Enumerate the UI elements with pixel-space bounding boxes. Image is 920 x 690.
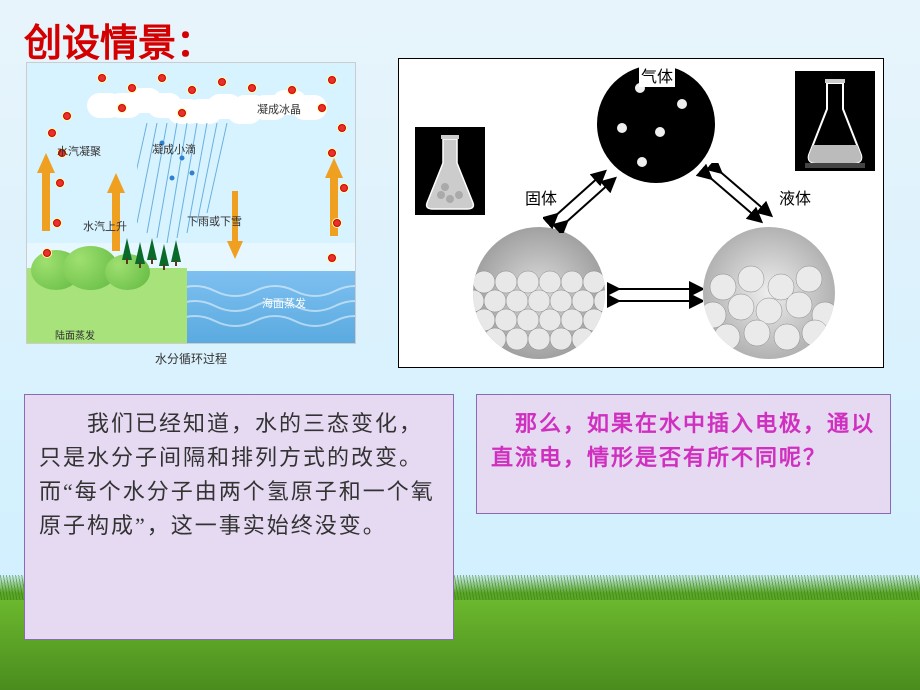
- molecule-icon: [42, 248, 52, 258]
- wc-land: [27, 268, 187, 343]
- text-box-right: 那么，如果在水中插入电极，通以直流电，情形是否有所不同呢？: [476, 394, 891, 514]
- tree-icon: [135, 242, 145, 264]
- phase-diagram: 气体 固体 液体: [398, 58, 884, 368]
- water-cycle-diagram: 水汽凝聚 凝成小滴 凝成冰晶 水汽上升 下雨或下雪 海面蒸发 陆面蒸发 水分循环…: [26, 62, 356, 367]
- solid-state-icon: [473, 227, 605, 359]
- liquid-state-icon: [703, 227, 835, 359]
- water-cycle-canvas: 水汽凝聚 凝成小滴 凝成冰晶 水汽上升 下雨或下雪 海面蒸发 陆面蒸发: [26, 62, 356, 344]
- wc-label-sea-evap: 海面蒸发: [262, 295, 306, 311]
- molecule-icon: [55, 178, 65, 188]
- water-cycle-caption: 水分循环过程: [26, 350, 356, 367]
- flask-solid-icon: [415, 127, 485, 215]
- text-box-left-content: 我们已经知道，水的三态变化，只是水分子间隔和排列方式的改变。而“每个水分子由两个…: [39, 411, 435, 538]
- arrow-up-icon: [325, 158, 343, 178]
- wc-label-condense-ice: 凝成冰晶: [257, 101, 301, 117]
- flask-liquid-icon: [795, 71, 875, 171]
- molecule-icon: [177, 108, 187, 118]
- molecule-icon: [327, 75, 337, 85]
- molecule-icon: [97, 73, 107, 83]
- molecule-icon: [187, 85, 197, 95]
- gas-label: 气体: [639, 63, 675, 87]
- molecule-icon: [52, 218, 62, 228]
- arrow-up-icon: [37, 153, 55, 173]
- molecule-icon: [339, 183, 349, 193]
- molecule-icon: [287, 85, 297, 95]
- molecule-icon: [247, 83, 257, 93]
- text-box-left: 我们已经知道，水的三态变化，只是水分子间隔和排列方式的改变。而“每个水分子由两个…: [24, 394, 454, 640]
- slide-title: 创设情景：: [24, 12, 214, 67]
- molecule-icon: [157, 73, 167, 83]
- tree-icon: [159, 244, 169, 266]
- wc-label-rain-snow: 下雨或下雪: [187, 213, 242, 229]
- molecule-icon: [47, 128, 57, 138]
- wc-label-vapor-rise: 水汽上升: [83, 218, 127, 234]
- molecule-icon: [317, 103, 327, 113]
- wc-label-condense-gather: 水汽凝聚: [57, 143, 101, 159]
- double-arrow-icon: [695, 163, 775, 233]
- molecule-icon: [327, 253, 337, 263]
- tree-icon: [122, 238, 132, 260]
- wc-label-land-evap: 陆面蒸发: [55, 327, 95, 342]
- molecule-icon: [217, 77, 227, 87]
- wc-label-condense-drop: 凝成小滴: [152, 141, 196, 157]
- molecule-icon: [127, 83, 137, 93]
- text-box-right-content: 那么，如果在水中插入电极，通以直流电，情形是否有所不同呢？: [491, 411, 875, 470]
- double-arrow-icon: [607, 281, 703, 311]
- double-arrow-icon: [543, 163, 623, 233]
- molecule-icon: [327, 148, 337, 158]
- arrow-up-icon: [107, 173, 125, 193]
- molecule-icon: [332, 218, 342, 228]
- phase-diagram-inner: 气体 固体 液体: [407, 65, 875, 361]
- packed-spheres-icon: [473, 227, 605, 359]
- molecule-icon: [117, 103, 127, 113]
- arrow-down-icon: [227, 241, 243, 259]
- molecule-icon: [62, 111, 72, 121]
- molecule-icon: [337, 123, 347, 133]
- loose-spheres-icon: [703, 227, 835, 359]
- tree-icon: [171, 240, 181, 262]
- liquid-label: 液体: [779, 185, 811, 209]
